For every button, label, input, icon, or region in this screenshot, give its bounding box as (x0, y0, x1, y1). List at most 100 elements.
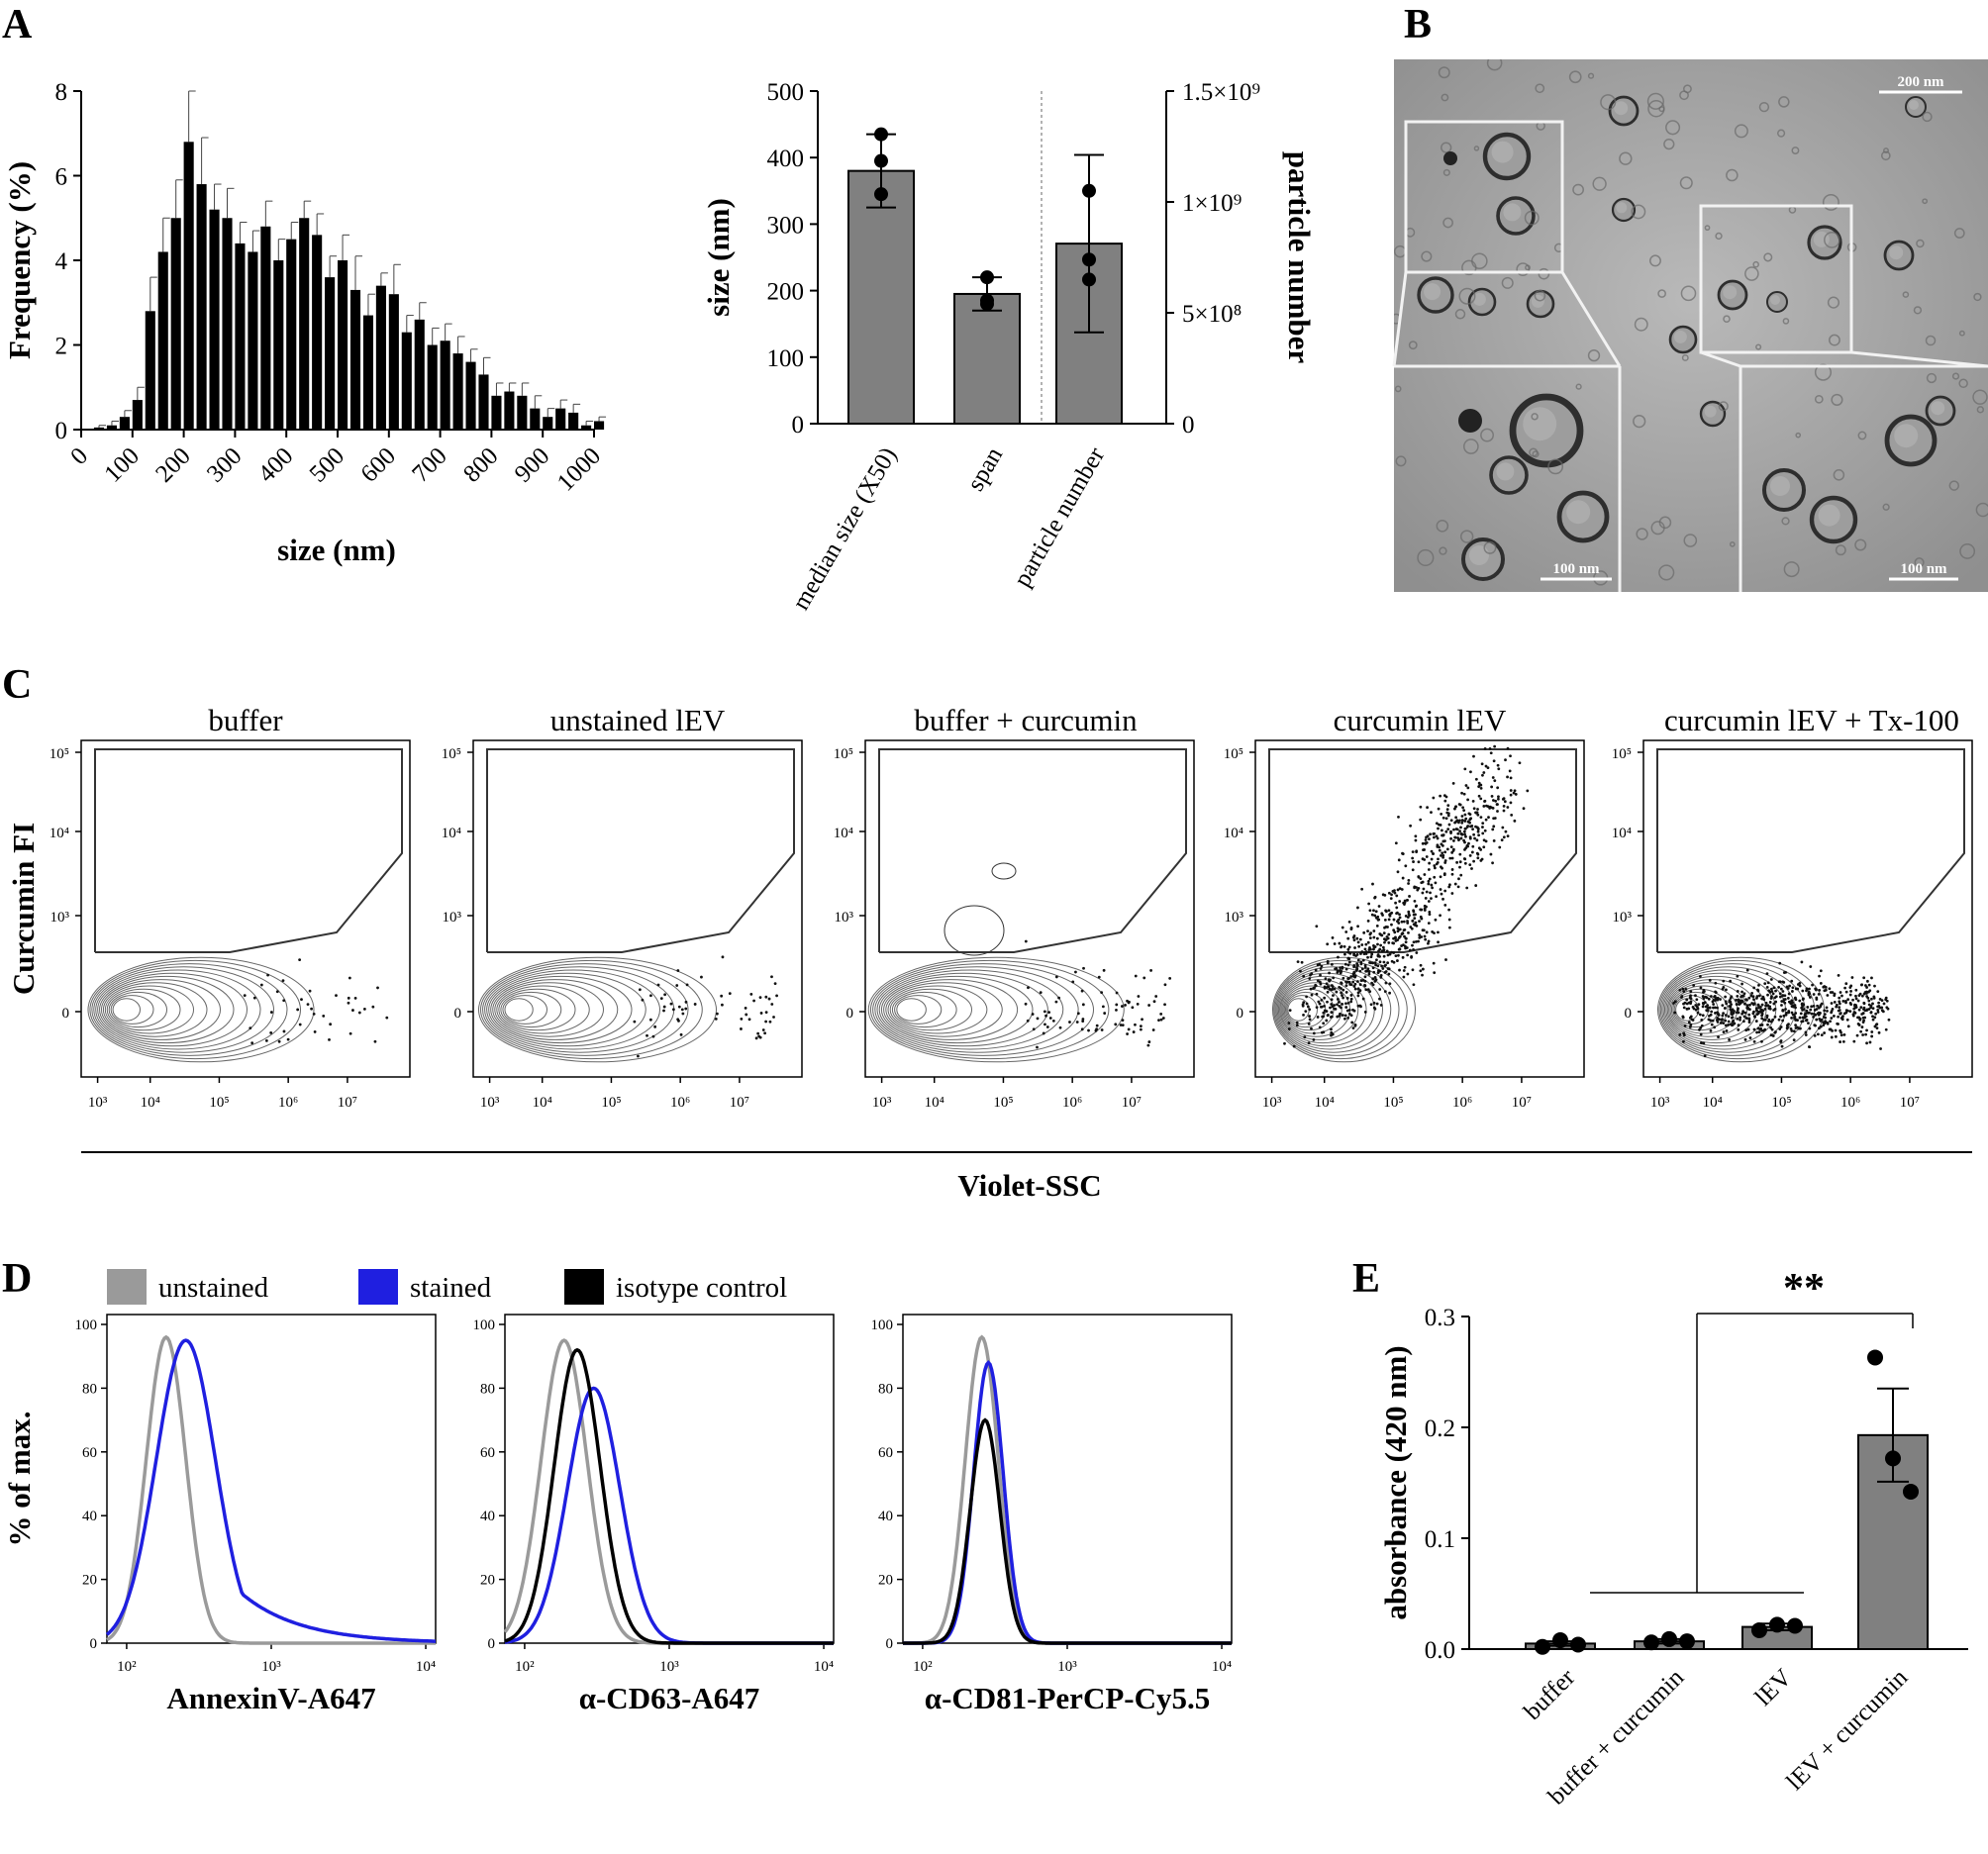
event-dot (1504, 829, 1508, 833)
event-dot (1756, 988, 1759, 992)
histogram-bar (235, 243, 246, 430)
event-dot (1095, 1024, 1099, 1027)
event-dot (744, 1007, 747, 1010)
event-dot (1372, 970, 1376, 974)
event-dot (651, 1034, 655, 1038)
event-dot (1302, 1001, 1306, 1005)
event-dot (1386, 961, 1390, 965)
event-dot (1707, 1018, 1711, 1022)
event-dot (1457, 838, 1460, 842)
event-dot (1407, 910, 1411, 914)
event-dot (1473, 836, 1476, 840)
event-dot (1752, 998, 1755, 1002)
event-dot (1747, 996, 1751, 1000)
event-dot (1402, 969, 1406, 972)
histogram-bar (106, 425, 118, 430)
event-dot (1876, 990, 1880, 994)
event-dot (1862, 1001, 1866, 1005)
event-dot (1400, 920, 1404, 924)
event-dot (1442, 794, 1446, 798)
debris (1976, 406, 1985, 414)
event-dot (1858, 1018, 1862, 1022)
debris (1913, 306, 1923, 315)
density-contour (108, 991, 168, 1028)
event-dot (1835, 1005, 1839, 1009)
event-dot (1345, 997, 1349, 1000)
histogram-bar (427, 344, 438, 430)
event-dot (1378, 932, 1382, 935)
panel-letter-d: D (2, 1256, 32, 1302)
histogram-bar (299, 218, 310, 430)
event-dot (1715, 1019, 1719, 1022)
density-contour (885, 982, 1003, 1037)
event-dot (1699, 1032, 1703, 1036)
event-dot (1781, 994, 1785, 998)
event-dot (1450, 892, 1454, 895)
debris (1441, 142, 1452, 153)
event-dot (1830, 1017, 1834, 1020)
event-dot (1434, 918, 1438, 922)
event-dot (754, 1036, 758, 1040)
event-dot (1870, 1030, 1874, 1033)
tem-zoom-line (1560, 271, 1622, 367)
y-tick-label: 0.3 (1425, 1305, 1455, 1331)
histogram-series-stained (105, 1338, 436, 1643)
category-label: buffer (1519, 1664, 1580, 1725)
scale-bar-label-left: 100 nm (1552, 561, 1600, 577)
y-tick-label: 60 (480, 1445, 495, 1461)
event-dot (1509, 801, 1513, 805)
event-dot (1344, 930, 1348, 933)
event-dot (1482, 838, 1486, 842)
event-dot (684, 1007, 688, 1011)
event-dot (1330, 1027, 1333, 1031)
event-dot (1363, 963, 1367, 967)
event-dot (1372, 947, 1375, 951)
event-dot (1843, 986, 1846, 990)
event-dot (1714, 990, 1718, 994)
event-dot (1378, 960, 1382, 964)
event-dot (1307, 1022, 1311, 1025)
histogram-bar (530, 408, 541, 430)
event-dot (296, 1008, 300, 1012)
event-dot (1390, 923, 1393, 927)
event-dot (1685, 998, 1689, 1002)
event-dot (1382, 931, 1386, 934)
event-dot (1746, 1027, 1750, 1031)
event-dot (1139, 1027, 1143, 1031)
event-dot (1042, 1031, 1045, 1035)
event-dot (1868, 989, 1872, 993)
event-dot (1454, 816, 1458, 820)
event-dot (1373, 914, 1377, 918)
event-dot (1407, 878, 1411, 882)
event-dot (1682, 1002, 1685, 1006)
event-dot (1760, 1014, 1763, 1018)
event-dot (1470, 825, 1474, 828)
histogram-bar (388, 294, 399, 430)
event-dot (1809, 1008, 1813, 1012)
data-point (1082, 183, 1096, 198)
event-dot (1346, 947, 1350, 951)
event-dot (1852, 1007, 1856, 1011)
event-dot (1871, 1007, 1875, 1011)
event-dot (1097, 975, 1101, 979)
event-dot (1416, 888, 1420, 892)
event-dot (1375, 1002, 1379, 1006)
event-dot (1382, 948, 1386, 952)
y-tick-label: 0 (1625, 1006, 1633, 1022)
x-tick-label: 10³ (1650, 1095, 1670, 1111)
density-contour (1279, 975, 1367, 1044)
event-dot (1333, 942, 1337, 945)
event-dot (770, 975, 773, 979)
event-dot (770, 1003, 774, 1006)
event-dot (1844, 990, 1848, 994)
event-dot (1292, 1044, 1296, 1048)
x-axis-label: α-CD81-PerCP-Cy5.5 (925, 1681, 1210, 1715)
x-tick-label: 10⁴ (1212, 1659, 1232, 1675)
event-dot (1334, 1007, 1338, 1011)
event-dot (1872, 995, 1876, 999)
event-dot (1372, 944, 1375, 947)
event-dot (1384, 981, 1388, 985)
y-tick-label: 10⁴ (442, 826, 461, 841)
event-dot (1336, 1015, 1340, 1019)
x-axis-label: α-CD63-A647 (579, 1681, 760, 1715)
